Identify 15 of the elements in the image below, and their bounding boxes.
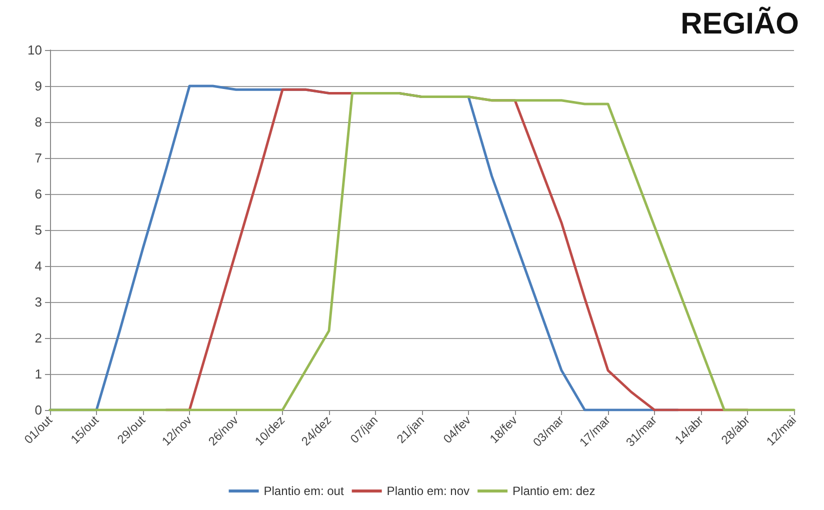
y-tick-label: 6 (34, 186, 42, 202)
y-tick-label: 0 (34, 402, 42, 418)
y-tick-label: 4 (34, 258, 42, 274)
y-tick-label: 1 (34, 366, 42, 382)
y-tick-label: 8 (34, 114, 42, 130)
chart-title: REGIÃO (680, 6, 800, 40)
legend-label: Plantio em: dez (512, 484, 596, 498)
legend-label: Plantio em: nov (386, 484, 470, 498)
y-tick-label: 10 (28, 42, 42, 58)
y-tick-label: 2 (34, 330, 42, 346)
y-tick-label: 5 (34, 222, 42, 238)
legend-label: Plantio em: out (264, 484, 344, 498)
y-tick-label: 7 (34, 150, 42, 166)
y-tick-label: 9 (34, 78, 42, 94)
y-tick-label: 3 (34, 294, 42, 310)
